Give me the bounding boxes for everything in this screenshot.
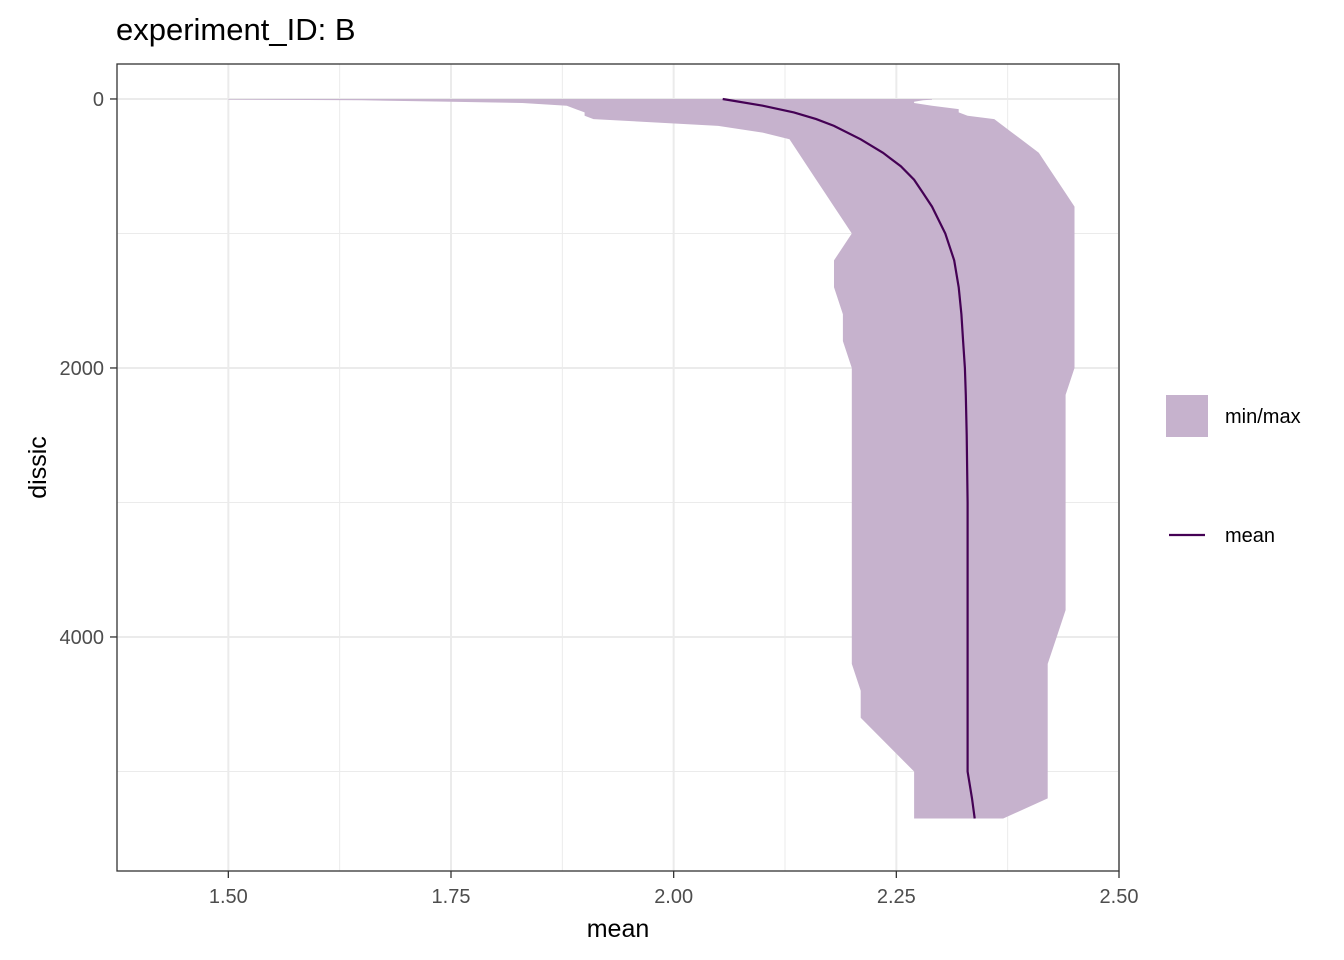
legend: min/max mean <box>1166 395 1301 547</box>
x-tick-label: 2.50 <box>1100 886 1139 908</box>
y-tick-label: 0 <box>93 89 104 111</box>
chart-title: experiment_ID: B <box>116 12 356 47</box>
x-axis-ticks: 1.50 1.75 2.00 2.25 2.50 <box>209 871 1139 908</box>
y-axis-title: dissic <box>24 436 52 499</box>
x-tick-label: 2.25 <box>877 886 916 908</box>
x-tick-label: 1.75 <box>432 886 471 908</box>
y-tick-label: 4000 <box>60 627 105 649</box>
min-max-ribbon <box>228 99 1075 819</box>
x-tick-label: 1.50 <box>209 886 248 908</box>
mean-line <box>722 97 976 819</box>
legend-label-mean: mean <box>1225 525 1275 547</box>
legend-key-min-max <box>1166 395 1208 437</box>
y-tick-label: 2000 <box>60 358 105 380</box>
x-axis-title: mean <box>587 915 650 943</box>
panel-border <box>116 63 1120 872</box>
x-tick-label: 2.00 <box>654 886 693 908</box>
legend-label-min-max: min/max <box>1225 406 1301 428</box>
y-axis-ticks: 0 2000 4000 <box>60 89 117 649</box>
